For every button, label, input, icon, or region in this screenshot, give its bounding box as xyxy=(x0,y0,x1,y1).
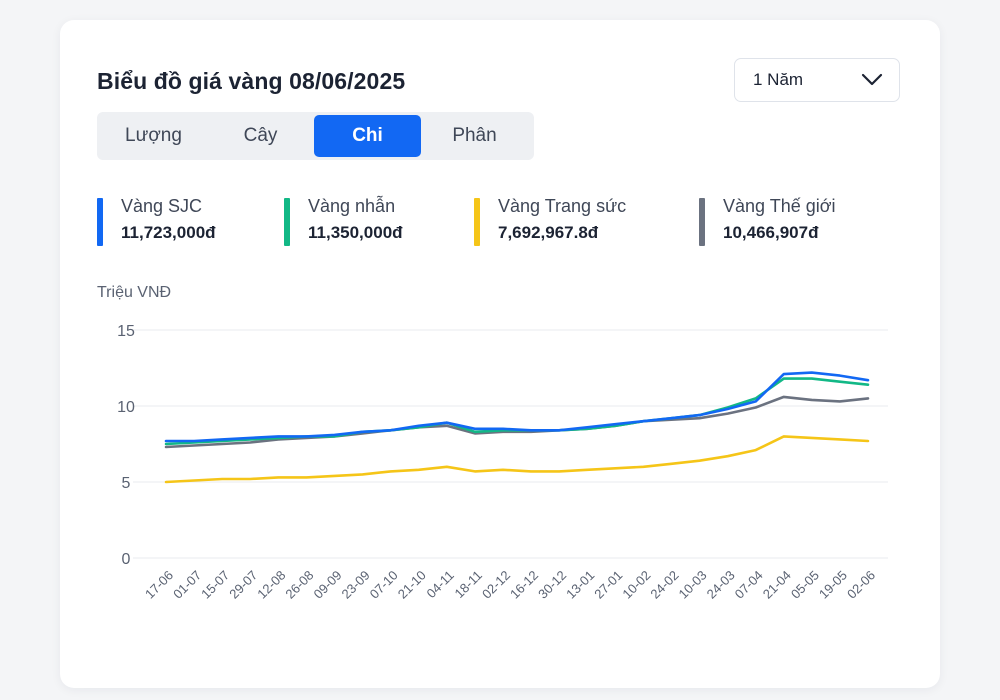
legend-name: Vàng nhẫn xyxy=(308,196,396,216)
x-tick-label: 18-11 xyxy=(452,568,485,601)
x-tick-label: 07-10 xyxy=(367,568,401,602)
x-tick-label: 19-05 xyxy=(816,568,850,602)
legend-value: 11,350,000đ xyxy=(308,223,403,242)
legend-value: 7,692,967.8đ xyxy=(498,223,599,242)
series-line-0 xyxy=(164,371,870,443)
x-tick-label: 21-10 xyxy=(395,568,429,602)
x-tick-label: 01-07 xyxy=(170,568,204,602)
legend-color-bar xyxy=(699,198,705,246)
x-tick-label: 07-04 xyxy=(732,568,766,602)
chart-legend: Vàng SJC 11,723,000đ Vàng nhẫn 11,350,00… xyxy=(97,196,917,250)
chart-title: Biểu đồ giá vàng 08/06/2025 xyxy=(97,68,406,94)
tab-chi[interactable]: Chi xyxy=(314,115,421,157)
legend-name: Vàng Thế giới xyxy=(723,196,836,216)
series-line-2 xyxy=(164,435,870,484)
y-tick-label: 5 xyxy=(122,475,131,492)
x-tick-label: 15-07 xyxy=(198,568,232,602)
x-tick-label: 24-03 xyxy=(704,568,738,602)
legend-value: 11,723,000đ xyxy=(121,223,216,242)
period-select-label: 1 Năm xyxy=(753,70,804,89)
y-axis-unit-label: Triệu VNĐ xyxy=(97,284,172,301)
unit-tabs: Lượng Cây Chi Phân xyxy=(97,112,534,160)
x-tick-label: 30-12 xyxy=(535,568,569,602)
y-tick-label: 15 xyxy=(117,323,135,340)
legend-value: 10,466,907đ xyxy=(723,223,819,242)
series-line-1 xyxy=(164,377,870,446)
x-tick-label: 16-12 xyxy=(507,568,541,602)
x-tick-label: 29-07 xyxy=(226,568,260,602)
period-select[interactable]: 1 Năm xyxy=(734,58,900,102)
tab-luong[interactable]: Lượng xyxy=(125,125,182,146)
x-tick-label: 13-01 xyxy=(563,568,597,602)
gold-price-card: Biểu đồ giá vàng 08/06/2025 1 Năm Lượng … xyxy=(60,20,940,688)
x-tick-label: 05-05 xyxy=(788,568,822,602)
legend-name: Vàng SJC xyxy=(121,196,203,216)
x-tick-label: 27-01 xyxy=(591,568,625,602)
series-line-3 xyxy=(164,395,870,449)
y-tick-label: 10 xyxy=(117,399,135,416)
x-tick-label: 04-11 xyxy=(423,568,456,601)
x-tick-label: 10-03 xyxy=(676,568,710,602)
x-tick-label: 02-12 xyxy=(479,568,513,602)
tab-phan[interactable]: Phân xyxy=(452,125,497,146)
x-tick-label: 10-02 xyxy=(619,568,653,602)
x-tick-label: 23-09 xyxy=(339,568,373,602)
legend-color-bar xyxy=(284,198,290,246)
x-tick-label: 12-08 xyxy=(254,568,288,602)
x-tick-label: 17-06 xyxy=(142,568,176,602)
y-tick-label: 0 xyxy=(122,551,131,568)
legend-color-bar xyxy=(97,198,103,246)
legend-name: Vàng Trang sức xyxy=(498,196,627,216)
x-tick-label: 26-08 xyxy=(282,568,316,602)
x-tick-label: 09-09 xyxy=(310,568,344,602)
x-tick-label: 21-04 xyxy=(760,568,794,602)
legend-color-bar xyxy=(474,198,480,246)
chevron-down-icon xyxy=(861,73,883,86)
x-tick-label: 02-06 xyxy=(844,568,878,602)
tab-cay[interactable]: Cây xyxy=(243,125,278,146)
x-tick-label: 24-02 xyxy=(647,568,681,602)
